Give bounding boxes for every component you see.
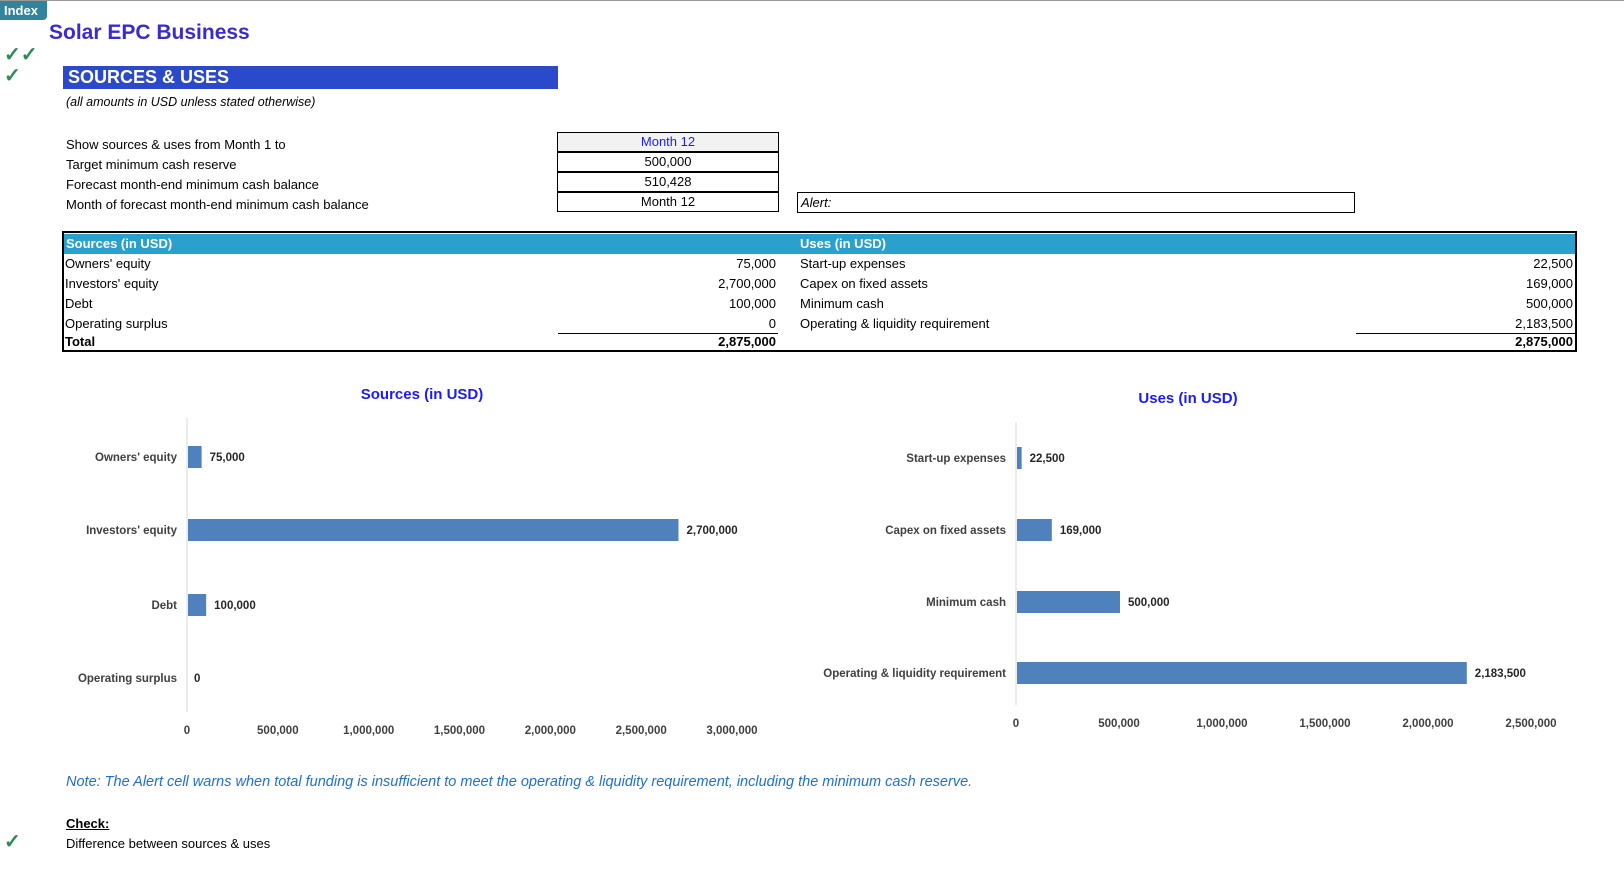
data-label: 100,000 [214, 600, 256, 612]
tick-label: 500,000 [1098, 718, 1140, 730]
bar [188, 519, 679, 541]
category-label: Start-up expenses [906, 453, 1006, 465]
data-label: 0 [194, 673, 200, 685]
tick-label: 1,000,000 [343, 725, 394, 737]
top-border [0, 0, 1624, 1]
section-header: SOURCES & USES [63, 66, 558, 89]
index-button[interactable]: Index [0, 1, 47, 20]
category-label: Operating surplus [78, 673, 177, 685]
month-selector[interactable]: Month 12 [557, 132, 779, 152]
subtotal-line [558, 333, 778, 334]
category-label: Operating & liquidity requirement [823, 668, 1006, 680]
sources-uses-table: Sources (in USD) Uses (in USD) Owners' e… [62, 231, 1577, 352]
check-icon: ✓ [4, 831, 21, 853]
tick-label: 2,500,000 [616, 725, 667, 737]
check-label: Difference between sources & uses [66, 836, 271, 851]
subtitle: (all amounts in USD unless stated otherw… [66, 95, 316, 109]
input-label: Target minimum cash reserve [66, 157, 237, 172]
use-value: 22,500 [1533, 256, 1573, 271]
data-label: 2,700,000 [687, 525, 738, 537]
bar [188, 594, 207, 616]
sources-chart: Sources (in USD) Owners' equity 75,000 Inve… [78, 386, 758, 737]
use-value: 500,000 [1526, 296, 1573, 311]
tick-label: 0 [184, 725, 190, 737]
check-icon: ✓ [4, 65, 21, 87]
source-value: 0 [768, 316, 776, 331]
data-label: 2,183,500 [1475, 668, 1526, 680]
source-value: 2,700,000 [718, 276, 776, 291]
target-cash-reserve[interactable]: 500,000 [557, 152, 779, 172]
data-label: 500,000 [1128, 597, 1170, 609]
sources-header: Sources (in USD) [66, 236, 173, 251]
use-label: Operating & liquidity requirement [800, 316, 990, 331]
note: Note: The Alert cell warns when total fu… [66, 774, 973, 790]
use-label: Minimum cash [800, 296, 884, 311]
tick-label: 1,500,000 [1299, 718, 1350, 730]
tick-label: 2,000,000 [525, 725, 576, 737]
source-label: Owners' equity [65, 256, 151, 271]
use-value: 2,183,500 [1515, 316, 1573, 331]
bar [1017, 662, 1467, 684]
page-title: Solar EPC Business [49, 21, 250, 44]
input-label: Month of forecast month-end minimum cash… [66, 197, 369, 212]
sources-total: 2,875,000 [718, 334, 776, 349]
subtotal-line [1356, 333, 1575, 334]
input-label: Forecast month-end minimum cash balance [66, 177, 319, 192]
bar [1017, 519, 1052, 541]
uses-header: Uses (in USD) [800, 236, 886, 251]
uses-chart: Uses (in USD) Start-up expenses 22,500 Cape… [823, 390, 1556, 730]
chart-title: Sources (in USD) [361, 386, 484, 403]
tick-label: 0 [1013, 718, 1019, 730]
category-label: Capex on fixed assets [885, 525, 1006, 537]
tick-label: 3,000,000 [706, 725, 757, 737]
bar [1017, 591, 1120, 613]
uses-total: 2,875,000 [1515, 334, 1573, 349]
source-label: Operating surplus [65, 316, 168, 331]
tick-label: 2,000,000 [1402, 718, 1453, 730]
total-label: Total [65, 334, 96, 349]
forecast-min-cash: 510,428 [557, 172, 779, 192]
source-label: Debt [65, 296, 93, 311]
source-label: Investors' equity [65, 276, 159, 291]
tick-label: 500,000 [257, 725, 299, 737]
forecast-min-month: Month 12 [557, 192, 779, 212]
category-label: Debt [151, 600, 177, 612]
tick-label: 2,500,000 [1505, 718, 1556, 730]
tick-label: 1,000,000 [1196, 718, 1247, 730]
input-label: Show sources & uses from Month 1 to [66, 137, 286, 152]
category-label: Minimum cash [926, 597, 1006, 609]
use-label: Capex on fixed assets [800, 276, 928, 291]
tick-label: 1,500,000 [434, 725, 485, 737]
data-label: 75,000 [210, 452, 245, 464]
data-label: 22,500 [1030, 453, 1065, 465]
category-label: Owners' equity [95, 452, 178, 464]
bar [188, 446, 202, 468]
double-check-icon: ✓✓ [4, 44, 38, 66]
category-label: Investors' equity [86, 525, 178, 537]
bar [1017, 447, 1022, 469]
alert-cell: Alert: [797, 192, 1355, 213]
data-label: 169,000 [1060, 525, 1102, 537]
source-value: 100,000 [729, 296, 776, 311]
table-header-row [64, 234, 1575, 254]
chart-title: Uses (in USD) [1138, 390, 1237, 407]
use-value: 169,000 [1526, 276, 1573, 291]
check-heading: Check: [66, 816, 110, 831]
use-label: Start-up expenses [800, 256, 906, 271]
source-value: 75,000 [736, 256, 776, 271]
